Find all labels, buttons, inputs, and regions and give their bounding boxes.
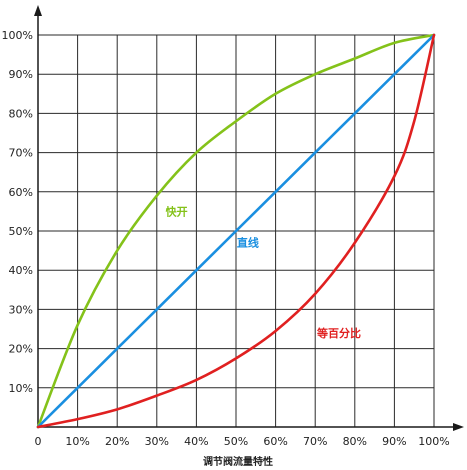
series-label-linear: 直线: [237, 236, 259, 250]
axes: [34, 5, 464, 431]
y-tick-label: 100%: [2, 29, 33, 42]
y-tick-label: 20%: [9, 343, 33, 356]
y-tick-label: 90%: [9, 68, 33, 81]
y-tick-label: 70%: [9, 147, 33, 160]
y-tick-label: 50%: [9, 225, 33, 238]
series-label-quick-open: 快开: [165, 204, 188, 218]
series-label-equal-percentage: 等百分比: [316, 326, 361, 340]
series-line-equal-percentage: [36, 33, 436, 429]
x-axis-arrow-icon: [453, 423, 464, 431]
x-tick-label: 20%: [105, 435, 129, 448]
grid: [38, 34, 435, 427]
series-line-linear: [36, 33, 436, 429]
y-tick-label: 60%: [9, 186, 33, 199]
x-axis-label: 调节阀流量特性: [203, 455, 273, 468]
y-tick-label: 10%: [9, 382, 33, 395]
x-tick-label: 0: [35, 435, 42, 448]
y-tick-label: 40%: [9, 264, 33, 277]
y-tick-label: 80%: [9, 107, 33, 120]
y-tick-label: 30%: [9, 303, 33, 316]
x-tick-label: 70%: [303, 435, 327, 448]
x-tick-label: 60%: [263, 435, 287, 448]
y-axis-arrow-icon: [34, 5, 42, 16]
x-tick-label: 80%: [343, 435, 367, 448]
x-tick-label: 90%: [382, 435, 406, 448]
x-tick-label: 40%: [184, 435, 208, 448]
x-tick-label: 100%: [418, 435, 449, 448]
x-tick-label: 30%: [145, 435, 169, 448]
x-tick-label: 50%: [224, 435, 248, 448]
series-line-quick-open: [36, 33, 436, 429]
series-lines: [36, 33, 436, 429]
x-tick-label: 10%: [65, 435, 89, 448]
tick-labels: 0 10% 20% 30% 40% 50% 60% 70% 80% 90% 100% 10% 20% 30…: [2, 29, 450, 448]
